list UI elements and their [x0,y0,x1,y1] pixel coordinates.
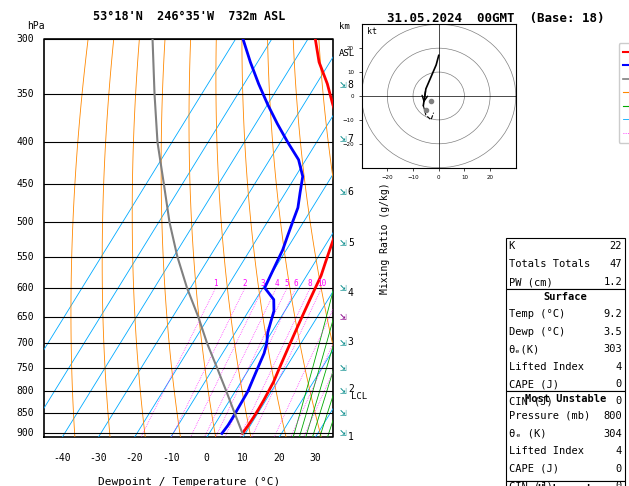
Text: 6: 6 [294,279,298,288]
Text: 600: 600 [16,283,34,293]
Text: CAPE (J): CAPE (J) [509,464,559,474]
Text: 20: 20 [273,453,285,463]
Text: -30: -30 [89,453,107,463]
Text: ⇲: ⇲ [340,429,346,438]
Text: ⇲: ⇲ [340,338,346,348]
FancyBboxPatch shape [506,391,625,481]
Text: 2: 2 [243,279,247,288]
Text: 7: 7 [348,135,353,144]
Text: ASL: ASL [339,49,355,58]
Text: 0: 0 [204,453,209,463]
Text: 30: 30 [309,453,321,463]
Text: 700: 700 [16,338,34,348]
Text: 10: 10 [237,453,249,463]
FancyBboxPatch shape [506,238,625,289]
FancyBboxPatch shape [506,481,625,486]
Text: 10: 10 [317,279,326,288]
Text: 1.2: 1.2 [603,277,622,287]
Text: 800: 800 [603,411,622,421]
Text: 500: 500 [16,217,34,227]
Text: Temp (°C): Temp (°C) [509,309,565,319]
Text: 5: 5 [348,238,353,248]
Text: 350: 350 [16,89,34,99]
Text: ⇲: ⇲ [340,408,346,418]
Text: 0: 0 [616,396,622,406]
Text: Mixing Ratio (g/kg): Mixing Ratio (g/kg) [381,182,391,294]
Text: 4: 4 [274,279,279,288]
Text: 850: 850 [16,408,34,418]
Text: 400: 400 [16,137,34,147]
Text: Hodograph: Hodograph [537,484,594,486]
Text: Surface: Surface [543,292,587,302]
Text: 750: 750 [16,363,34,373]
Text: 0: 0 [616,481,622,486]
Text: 303: 303 [603,344,622,354]
Text: ⇲: ⇲ [340,80,346,90]
Text: 550: 550 [16,252,34,261]
Text: 0: 0 [616,464,622,474]
Text: Pressure (mb): Pressure (mb) [509,411,590,421]
Text: Lifted Index: Lifted Index [509,362,584,372]
Text: 304: 304 [603,429,622,439]
Text: LCL: LCL [351,392,367,401]
Text: K: K [509,241,515,251]
Text: 3.5: 3.5 [603,327,622,337]
Text: 5: 5 [285,279,289,288]
Text: ⇲: ⇲ [340,135,346,144]
Text: 300: 300 [16,34,34,44]
Text: CIN (J): CIN (J) [509,481,552,486]
Text: Totals Totals: Totals Totals [509,259,590,269]
Text: 6: 6 [348,188,353,197]
Text: PW (cm): PW (cm) [509,277,552,287]
Text: ⇲: ⇲ [340,363,346,373]
Text: Dewpoint / Temperature (°C): Dewpoint / Temperature (°C) [97,477,280,486]
Text: 2: 2 [348,384,353,394]
Text: ⇲: ⇲ [340,188,346,197]
Text: 4: 4 [616,362,622,372]
Text: 1: 1 [348,432,353,442]
Text: 900: 900 [16,429,34,438]
Text: 47: 47 [610,259,622,269]
Text: 53°18'N  246°35'W  732m ASL: 53°18'N 246°35'W 732m ASL [92,10,285,23]
Text: 450: 450 [16,179,34,190]
Text: CIN (J): CIN (J) [509,396,552,406]
Text: 31.05.2024  00GMT  (Base: 18): 31.05.2024 00GMT (Base: 18) [387,12,605,25]
Text: 3: 3 [261,279,265,288]
Text: CAPE (J): CAPE (J) [509,379,559,389]
Text: 4: 4 [348,288,353,298]
Text: 4: 4 [616,446,622,456]
Text: 0: 0 [616,379,622,389]
Text: kt: kt [367,27,377,36]
Text: ⇲: ⇲ [340,238,346,248]
Text: hPa: hPa [26,21,44,31]
Text: -10: -10 [162,453,179,463]
Text: Most Unstable: Most Unstable [525,394,606,404]
Text: 9.2: 9.2 [603,309,622,319]
Text: θₑ(K): θₑ(K) [509,344,540,354]
Text: 8: 8 [348,80,353,90]
Text: -40: -40 [53,453,71,463]
Text: 650: 650 [16,312,34,322]
Text: Lifted Index: Lifted Index [509,446,584,456]
Text: 8: 8 [308,279,313,288]
Text: 1: 1 [213,279,218,288]
Text: 800: 800 [16,386,34,396]
Text: 22: 22 [610,241,622,251]
Text: ⇲: ⇲ [340,312,346,322]
Text: km: km [339,22,350,31]
FancyBboxPatch shape [506,289,625,391]
Legend: Temperature, Dewpoint, Parcel Trajectory, Dry Adiabat, Wet Adiabat, Isotherm, Mi: Temperature, Dewpoint, Parcel Trajectory… [618,43,629,142]
Text: -20: -20 [126,453,143,463]
Text: Dewp (°C): Dewp (°C) [509,327,565,337]
Text: ⇲: ⇲ [340,283,346,293]
Text: θₑ (K): θₑ (K) [509,429,546,439]
Text: 3: 3 [348,337,353,347]
Text: ⇲: ⇲ [340,386,346,396]
